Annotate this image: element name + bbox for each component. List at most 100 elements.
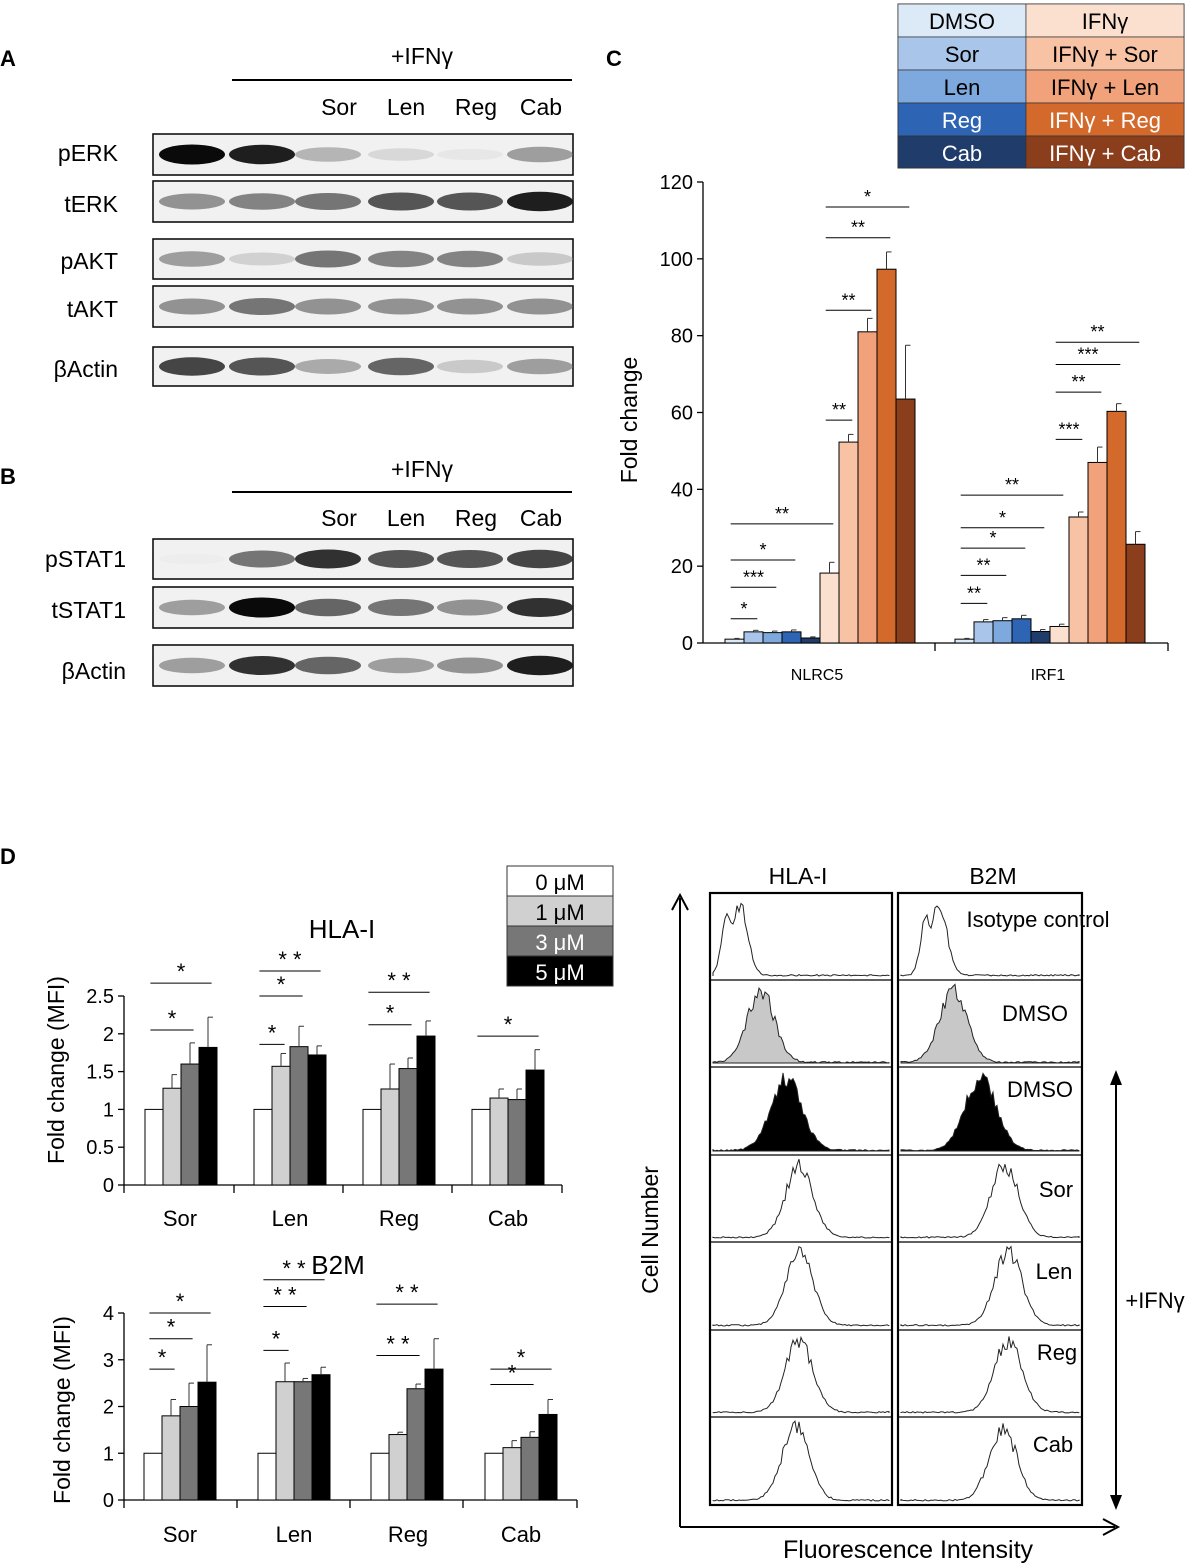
blot-b-lane-label: Sor bbox=[321, 505, 357, 531]
chart-hla-significance-label: * bbox=[504, 1012, 513, 1037]
chart-b2m-bar bbox=[275, 1381, 295, 1501]
blot-b-band bbox=[295, 598, 361, 617]
chart-c-significance-label: *** bbox=[743, 567, 764, 587]
chart-c-y-tick-label: 120 bbox=[660, 172, 693, 194]
flow-histogram bbox=[900, 1163, 1080, 1239]
chart-c-significance-label: ** bbox=[851, 218, 865, 238]
blot-a-lane-label: Cab bbox=[520, 94, 562, 120]
chart-b2m-y-tick-label: 4 bbox=[103, 1303, 114, 1325]
chart-hla-bar bbox=[471, 1108, 491, 1186]
blot-b-band bbox=[295, 656, 361, 675]
fold-change-chart-hla: HLA-I Fold change (MFI) 00.511.522.5****… bbox=[43, 914, 563, 1231]
flow-row-label: DMSO bbox=[1007, 1077, 1073, 1102]
chart-c-bar bbox=[857, 331, 878, 644]
chart-b2m-category-label: Reg bbox=[388, 1522, 428, 1547]
chart-c-bar bbox=[992, 620, 1013, 644]
flow-histogram bbox=[712, 987, 890, 1064]
flow-histogram bbox=[900, 1245, 1080, 1327]
chart-hla-significance-label: * * bbox=[387, 968, 411, 993]
chart-b2m-bar bbox=[484, 1452, 504, 1501]
chart-c-significance-label: * bbox=[759, 540, 766, 560]
blot-a-band bbox=[295, 298, 361, 315]
chart-b2m-bar bbox=[293, 1381, 313, 1501]
blot-a-row-label: tAKT bbox=[67, 296, 118, 322]
chart-c-y-tick-label: 80 bbox=[671, 326, 693, 348]
blot-a-band bbox=[159, 251, 225, 267]
blot-b-band bbox=[368, 599, 434, 616]
chart-hla-y-tick-label: 1.5 bbox=[86, 1062, 114, 1084]
chart-b2m-significance-label: * * bbox=[386, 1332, 410, 1357]
chart-hla-significance-label: * bbox=[177, 959, 186, 984]
chart-c-bar bbox=[1125, 543, 1146, 644]
legend-d-label: 0 μM bbox=[535, 870, 584, 895]
chart-c-bar bbox=[781, 631, 802, 644]
legend-c-swatch bbox=[897, 69, 1027, 104]
fold-change-chart-c: DMSO Sor Len Reg Cab IFNγ IFNγ + Sor IFN… bbox=[616, 3, 1185, 684]
blot-a-row-label: tERK bbox=[64, 191, 118, 217]
flow-y-arrow bbox=[671, 892, 689, 911]
chart-c-category-label: IRF1 bbox=[1031, 667, 1066, 684]
blot-a-band bbox=[437, 359, 503, 374]
chart-hla-y-tick-label: 2.5 bbox=[86, 986, 114, 1008]
chart-c-significance-label: *** bbox=[1077, 344, 1098, 364]
legend-c-swatch bbox=[897, 135, 1027, 169]
blot-a-treatment-header: +IFNγ bbox=[391, 43, 453, 69]
chart-c-bar bbox=[838, 441, 859, 644]
blot-a-band bbox=[507, 298, 573, 315]
chart-hla-y-axis-label: Fold change (MFI) bbox=[43, 976, 69, 1164]
chart-b2m-y-axis-label: Fold change (MFI) bbox=[49, 1316, 75, 1504]
flow-x-axis-label: Fluorescence Intensity bbox=[783, 1536, 1034, 1564]
legend-d-swatch bbox=[506, 925, 614, 957]
chart-c-y-tick-label: 60 bbox=[671, 403, 693, 425]
chart-hla-category-label: Cab bbox=[488, 1206, 528, 1231]
chart-c-y-tick-label: 100 bbox=[660, 249, 693, 271]
chart-b2m-bar bbox=[311, 1374, 331, 1501]
panel-label-c: C bbox=[606, 46, 622, 71]
chart-hla-bar bbox=[525, 1069, 545, 1186]
legend-c-label: Sor bbox=[945, 42, 979, 67]
blot-a-band bbox=[368, 357, 434, 376]
flow-histogram bbox=[900, 1336, 1080, 1414]
chart-c-bar bbox=[1030, 630, 1051, 644]
chart-hla-significance-label: * * bbox=[278, 947, 302, 972]
chart-b2m-significance-label: * * bbox=[395, 1280, 419, 1305]
panel-label-b: B bbox=[0, 464, 16, 489]
blot-b-band bbox=[159, 599, 225, 616]
chart-hla-bar bbox=[253, 1108, 273, 1186]
chart-b2m-bar bbox=[520, 1436, 540, 1501]
legend-c-label: Len bbox=[944, 75, 981, 100]
chart-c-bar bbox=[1087, 461, 1108, 644]
blot-b-row-label: tSTAT1 bbox=[51, 597, 126, 623]
blot-a-band bbox=[159, 193, 225, 210]
chart-b2m-y-tick-label: 3 bbox=[103, 1350, 114, 1372]
chart-hla-bar bbox=[144, 1108, 164, 1186]
chart-b2m-category-label: Sor bbox=[163, 1522, 197, 1547]
blot-a-band bbox=[229, 357, 295, 376]
chart-hla-category-label: Len bbox=[272, 1206, 309, 1231]
chart-c-bar bbox=[762, 632, 783, 644]
chart-hla-bar bbox=[307, 1054, 327, 1186]
flow-histogram bbox=[900, 1072, 1080, 1152]
chart-b2m-bar bbox=[424, 1368, 444, 1501]
chart-c-significance-label: ** bbox=[1005, 475, 1019, 495]
blot-a-band bbox=[368, 298, 434, 315]
chart-b2m-bar bbox=[257, 1452, 277, 1501]
chart-c-significance-label: ** bbox=[841, 290, 855, 310]
blot-b-lane-label: Cab bbox=[520, 505, 562, 531]
chart-b2m-significance-label: * * bbox=[273, 1282, 297, 1307]
chart-hla-bar bbox=[416, 1035, 436, 1186]
chart-b2m-significance-label: * bbox=[167, 1315, 176, 1340]
legend-c-label: IFNγ + Cab bbox=[1049, 141, 1161, 166]
blot-a-band bbox=[368, 192, 434, 211]
chart-hla-category-label: Reg bbox=[379, 1206, 419, 1231]
blot-a-band bbox=[295, 359, 361, 374]
blot-a-band bbox=[159, 357, 225, 376]
legend-c-label: DMSO bbox=[929, 9, 995, 34]
blot-b-band bbox=[507, 549, 573, 569]
legend-c-swatch bbox=[1025, 3, 1185, 38]
blot-b-band bbox=[507, 655, 573, 676]
blot-b-treatment-header: +IFNγ bbox=[391, 456, 453, 482]
blot-a-row-label: pERK bbox=[58, 140, 119, 166]
legend-c-swatch bbox=[1025, 135, 1185, 169]
